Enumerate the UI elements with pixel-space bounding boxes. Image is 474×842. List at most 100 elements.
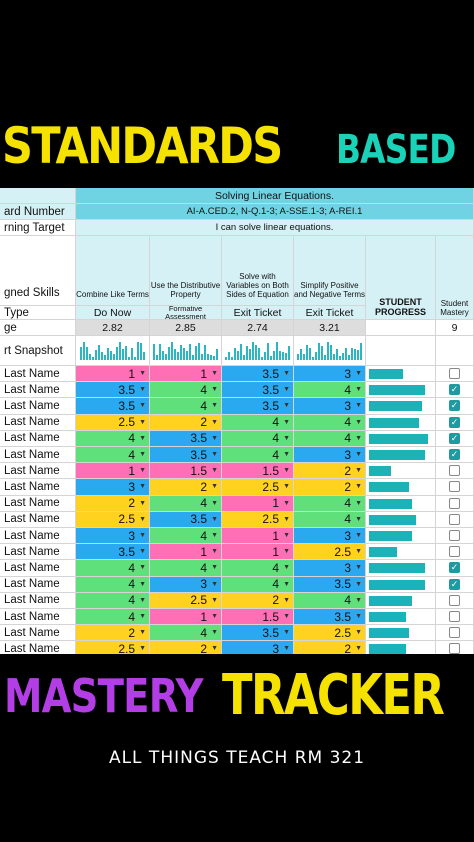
dropdown-arrow-icon[interactable]: ▼ (211, 564, 218, 572)
score-select[interactable]: 4 ▼ (222, 430, 294, 447)
score-select[interactable]: 2.5 ▼ (294, 625, 366, 642)
score-select[interactable]: 2.5 ▼ (76, 641, 150, 654)
score-select[interactable]: 3.5 ▼ (76, 544, 150, 561)
score-select[interactable]: 2 ▼ (294, 479, 366, 496)
score-select[interactable]: 4 ▼ (76, 447, 150, 464)
score-select[interactable]: 2.5 ▼ (76, 414, 150, 431)
score-select[interactable]: 1 ▼ (76, 463, 150, 480)
dropdown-arrow-icon[interactable]: ▼ (355, 402, 362, 410)
score-select[interactable]: 1.5 ▼ (222, 463, 294, 480)
score-select[interactable]: 1 ▼ (150, 366, 222, 383)
dropdown-arrow-icon[interactable]: ▼ (211, 580, 218, 588)
mastery-checkbox-checked[interactable]: ✓ (449, 578, 460, 590)
score-select[interactable]: 3 ▼ (294, 366, 366, 383)
score-select[interactable]: 1 ▼ (76, 366, 150, 383)
mastery-checkbox[interactable] (449, 611, 460, 623)
score-select[interactable]: 4 ▼ (294, 495, 366, 512)
dropdown-arrow-icon[interactable]: ▼ (283, 613, 290, 621)
dropdown-arrow-icon[interactable]: ▼ (355, 467, 362, 475)
score-select[interactable]: 4 ▼ (222, 576, 294, 593)
score-select[interactable]: 4 ▼ (294, 382, 366, 399)
dropdown-arrow-icon[interactable]: ▼ (139, 596, 146, 604)
assessment-type-select[interactable]: Formative Assessment (150, 306, 222, 320)
score-select[interactable]: 4 ▼ (294, 430, 366, 447)
dropdown-arrow-icon[interactable]: ▼ (139, 402, 146, 410)
dropdown-arrow-icon[interactable]: ▼ (355, 499, 362, 507)
score-select[interactable]: 3 ▼ (294, 560, 366, 577)
score-select[interactable]: 4 ▼ (150, 560, 222, 577)
score-select[interactable]: 3.5 ▼ (150, 447, 222, 464)
score-select[interactable]: 2 ▼ (222, 592, 294, 609)
dropdown-arrow-icon[interactable]: ▼ (283, 645, 290, 653)
mastery-checkbox-checked[interactable]: ✓ (449, 449, 460, 461)
score-select[interactable]: 3 ▼ (294, 398, 366, 415)
dropdown-arrow-icon[interactable]: ▼ (139, 645, 146, 653)
dropdown-arrow-icon[interactable]: ▼ (211, 467, 218, 475)
score-select[interactable]: 1 ▼ (222, 528, 294, 545)
score-select[interactable]: 4 ▼ (76, 592, 150, 609)
dropdown-arrow-icon[interactable]: ▼ (139, 499, 146, 507)
score-select[interactable]: 3.5 ▼ (294, 609, 366, 626)
dropdown-arrow-icon[interactable]: ▼ (283, 548, 290, 556)
dropdown-arrow-icon[interactable]: ▼ (355, 515, 362, 523)
score-select[interactable]: 2 ▼ (150, 479, 222, 496)
score-select[interactable]: 3 ▼ (150, 576, 222, 593)
dropdown-arrow-icon[interactable]: ▼ (283, 596, 290, 604)
dropdown-arrow-icon[interactable]: ▼ (283, 564, 290, 572)
score-select[interactable]: 3 ▼ (76, 528, 150, 545)
dropdown-arrow-icon[interactable]: ▼ (355, 434, 362, 442)
score-select[interactable]: 2.5 ▼ (150, 592, 222, 609)
dropdown-arrow-icon[interactable]: ▼ (139, 548, 146, 556)
dropdown-arrow-icon[interactable]: ▼ (139, 564, 146, 572)
dropdown-arrow-icon[interactable]: ▼ (139, 467, 146, 475)
score-select[interactable]: 3.5 ▼ (222, 382, 294, 399)
dropdown-arrow-icon[interactable]: ▼ (283, 451, 290, 459)
score-select[interactable]: 2 ▼ (76, 495, 150, 512)
score-select[interactable]: 2.5 ▼ (222, 479, 294, 496)
dropdown-arrow-icon[interactable]: ▼ (139, 483, 146, 491)
dropdown-arrow-icon[interactable]: ▼ (211, 645, 218, 653)
score-select[interactable]: 3.5 ▼ (294, 576, 366, 593)
score-select[interactable]: 4 ▼ (150, 495, 222, 512)
mastery-checkbox-checked[interactable]: ✓ (449, 432, 460, 444)
dropdown-arrow-icon[interactable]: ▼ (139, 629, 146, 637)
dropdown-arrow-icon[interactable]: ▼ (283, 418, 290, 426)
dropdown-arrow-icon[interactable]: ▼ (211, 515, 218, 523)
dropdown-arrow-icon[interactable]: ▼ (211, 386, 218, 394)
score-select[interactable]: 4 ▼ (294, 511, 366, 528)
dropdown-arrow-icon[interactable]: ▼ (355, 548, 362, 556)
dropdown-arrow-icon[interactable]: ▼ (211, 483, 218, 491)
mastery-checkbox[interactable] (449, 481, 460, 493)
score-select[interactable]: 3 ▼ (76, 479, 150, 496)
mastery-checkbox[interactable] (449, 497, 460, 509)
dropdown-arrow-icon[interactable]: ▼ (355, 613, 362, 621)
score-select[interactable]: 4 ▼ (150, 398, 222, 415)
mastery-checkbox[interactable] (449, 465, 460, 477)
dropdown-arrow-icon[interactable]: ▼ (139, 370, 146, 378)
mastery-checkbox-checked[interactable]: ✓ (449, 562, 460, 574)
dropdown-arrow-icon[interactable]: ▼ (355, 386, 362, 394)
dropdown-arrow-icon[interactable]: ▼ (355, 532, 362, 540)
dropdown-arrow-icon[interactable]: ▼ (139, 434, 146, 442)
assessment-type-select[interactable]: Exit Ticket (222, 306, 294, 320)
mastery-checkbox[interactable] (449, 643, 460, 654)
score-select[interactable]: 1 ▼ (222, 544, 294, 561)
dropdown-arrow-icon[interactable]: ▼ (283, 483, 290, 491)
dropdown-arrow-icon[interactable]: ▼ (355, 564, 362, 572)
dropdown-arrow-icon[interactable]: ▼ (211, 548, 218, 556)
score-select[interactable]: 2 ▼ (294, 463, 366, 480)
score-select[interactable]: 4 ▼ (76, 430, 150, 447)
dropdown-arrow-icon[interactable]: ▼ (211, 370, 218, 378)
score-select[interactable]: 3.5 ▼ (76, 382, 150, 399)
dropdown-arrow-icon[interactable]: ▼ (283, 402, 290, 410)
dropdown-arrow-icon[interactable]: ▼ (355, 629, 362, 637)
assessment-type-select[interactable]: Exit Ticket (294, 306, 366, 320)
score-select[interactable]: 1.5 ▼ (222, 609, 294, 626)
score-select[interactable]: 1 ▼ (150, 609, 222, 626)
dropdown-arrow-icon[interactable]: ▼ (139, 613, 146, 621)
dropdown-arrow-icon[interactable]: ▼ (211, 596, 218, 604)
score-select[interactable]: 4 ▼ (150, 382, 222, 399)
dropdown-arrow-icon[interactable]: ▼ (283, 370, 290, 378)
assessment-type-select[interactable]: Do Now (76, 306, 150, 320)
mastery-checkbox[interactable] (449, 627, 460, 639)
